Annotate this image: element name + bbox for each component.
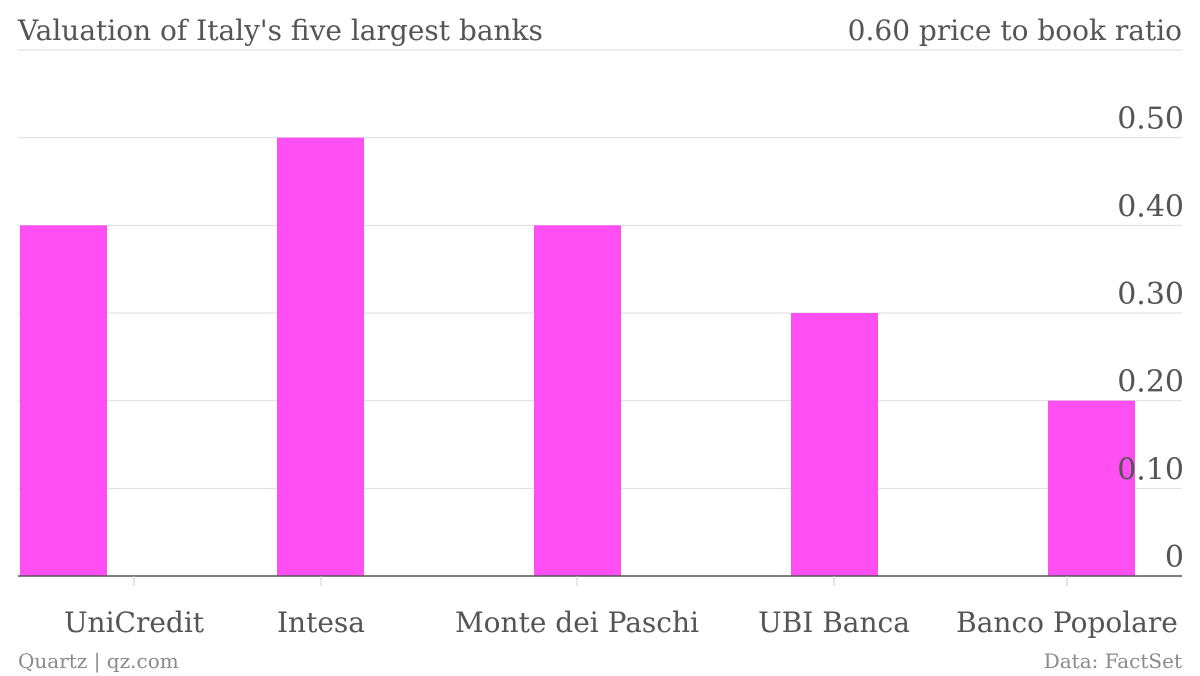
bar [791,313,878,576]
chart-title: Valuation of Italy's five largest banks [17,14,543,47]
source-credit: Quartz | qz.com [18,649,179,674]
category-label: Banco Popolare [956,606,1178,639]
y-tick-label: 0.20 [1117,365,1184,400]
y-tick-label: 0.10 [1117,452,1184,487]
bar [277,137,364,576]
y-tick-labels: 0 0.10 0.20 0.30 0.40 0.50 [1117,102,1184,575]
category-labels: UniCredit Intesa Monte dei Paschi UBI Banca… [64,606,1178,639]
bar [534,225,621,577]
data-credit: Data: FactSet [1044,649,1182,673]
bar [1048,400,1135,576]
category-label: UniCredit [64,606,205,639]
y-tick-label: 0.50 [1117,102,1184,137]
y-tick-label: 0 [1165,540,1184,575]
y-axis-label: 0.60 price to book ratio [848,14,1182,47]
category-label: Intesa [277,606,365,639]
bars [20,137,1135,577]
x-ticks [133,576,1068,586]
category-label: UBI Banca [758,606,910,639]
category-label: Monte dei Paschi [455,606,699,639]
bar [20,225,107,577]
y-tick-label: 0.40 [1117,189,1184,224]
y-tick-label: 0.30 [1117,277,1184,312]
